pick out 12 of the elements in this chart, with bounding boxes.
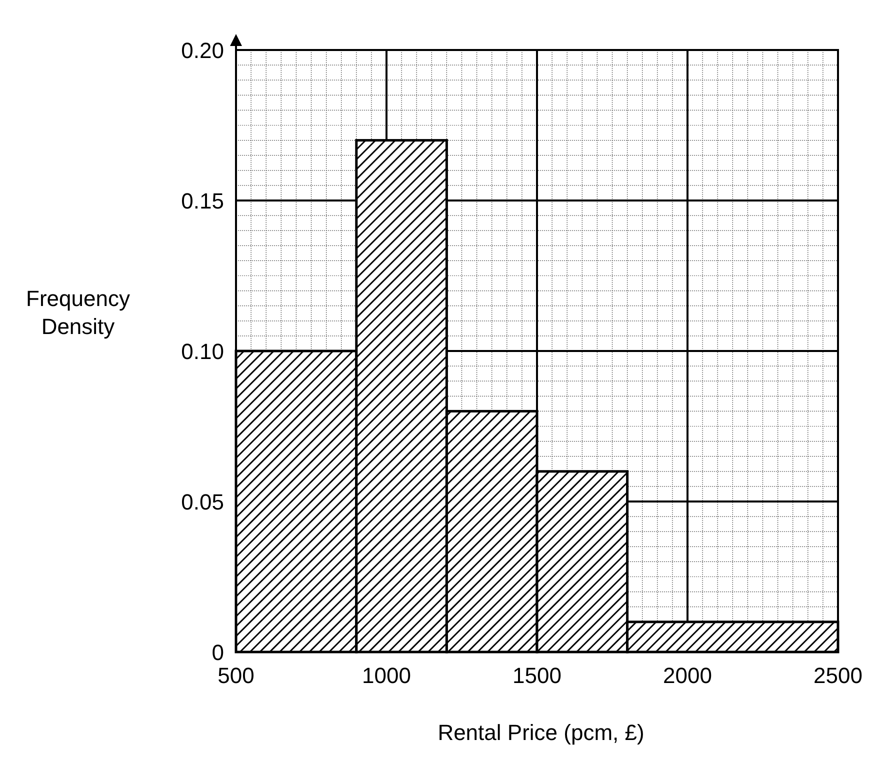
x-tick-label: 1000	[362, 663, 411, 688]
x-tick-label: 2500	[814, 663, 862, 688]
x-tick-label: 2000	[663, 663, 712, 688]
y-tick-label: 0.10	[181, 339, 224, 364]
y-tick-label: 0	[212, 640, 224, 665]
x-tick-label: 1500	[512, 663, 562, 688]
x-tick-label: 500	[218, 663, 254, 688]
y-tick-label: 0.15	[181, 188, 224, 214]
y-tick-label: 0.05	[181, 490, 224, 514]
y-axis-title: Frequency Density	[26, 286, 130, 339]
y-tick-label: 0.20	[181, 38, 224, 63]
x-axis-title: Rental Price (pcm, £)	[438, 720, 644, 745]
